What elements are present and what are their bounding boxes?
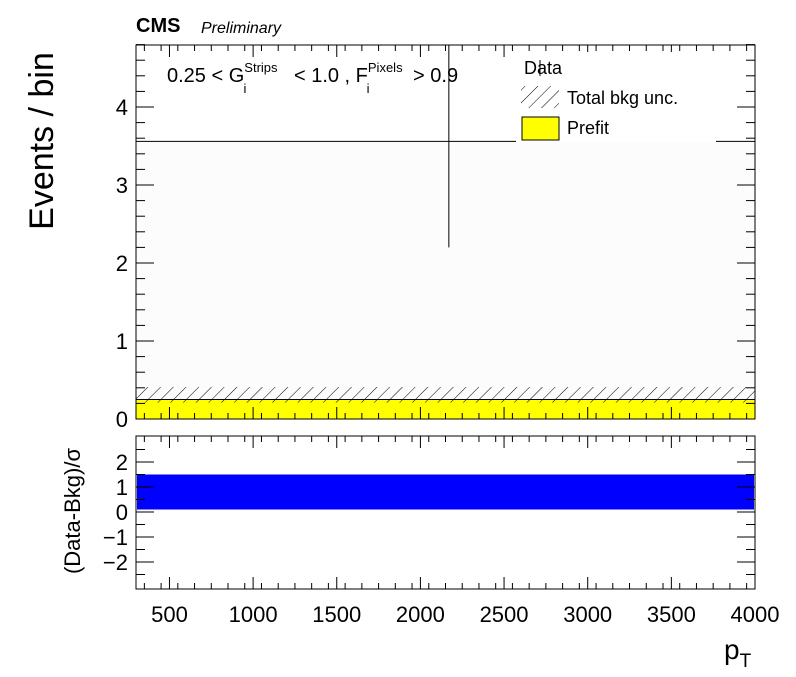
ratio-y-tick-label: 2 [116,450,128,475]
annotation-sub2: i [367,81,370,96]
ratio-y-tick-label: 0 [116,500,128,525]
selection-annotation: 0.25 < GStrips i < 1.0 , FPixels i > 0.9 [167,60,458,96]
x-tick-label: 3500 [647,602,696,627]
x-tick-label: 4000 [731,602,780,627]
main-y-tick-label: 1 [116,329,128,354]
legend-prefit-swatch [521,116,560,141]
cms-label: CMS [136,15,180,37]
x-tick-label: 1000 [229,602,278,627]
ratio-band [137,474,754,510]
main-panel-fill [136,142,755,419]
x-axis-label: pT [724,634,752,672]
ratio-y-tick-label: −2 [103,550,128,575]
x-tick-label: 3000 [563,602,612,627]
legend-prefit-label: Prefit [567,118,609,138]
ratio-panel-background [136,436,755,589]
bkg-uncertainty-band [136,387,755,403]
annotation-prefix: 0.25 < G [167,65,244,87]
annotation-suffix: > 0.9 [407,65,458,87]
annotation-sup1: Strips [244,60,278,75]
annotation-text: 0.25 < GStrips i < 1.0 , FPixels i > 0.9 [167,60,458,96]
legend-unc-swatch [521,86,559,108]
legend-unc-label: Total bkg unc. [567,88,678,108]
ratio-y-axis-label: (Data-Bkg)/σ [60,448,85,574]
x-tick-label: 1500 [312,602,361,627]
annotation-sup2: Pixels [368,60,403,75]
prefit-bar [136,399,755,419]
main-y-tick-label: 2 [116,251,128,276]
x-tick-label: 2000 [396,602,445,627]
legend: Data Total bkg unc. Prefit [516,52,716,142]
ratio-y-tick-label: 1 [116,475,128,500]
preliminary-label: Preliminary [201,20,282,37]
main-y-axis-label: Events / bin [23,52,61,230]
x-tick-label: 2500 [480,602,529,627]
main-panel: 0 1 2 3 4 0.25 < GStrips i < 1.0 , FPixels i >… [23,44,756,432]
main-y-tick-label: 4 [116,95,128,120]
x-tick-label: 500 [151,602,188,627]
annotation-middle: < 1.0 , F [288,65,367,87]
legend-data-label: Data [524,58,563,78]
main-y-tick-label: 0 [116,407,128,432]
main-y-tick-label: 3 [116,173,128,198]
annotation-sub1: i [244,81,247,96]
ratio-y-tick-label: −1 [103,525,128,550]
